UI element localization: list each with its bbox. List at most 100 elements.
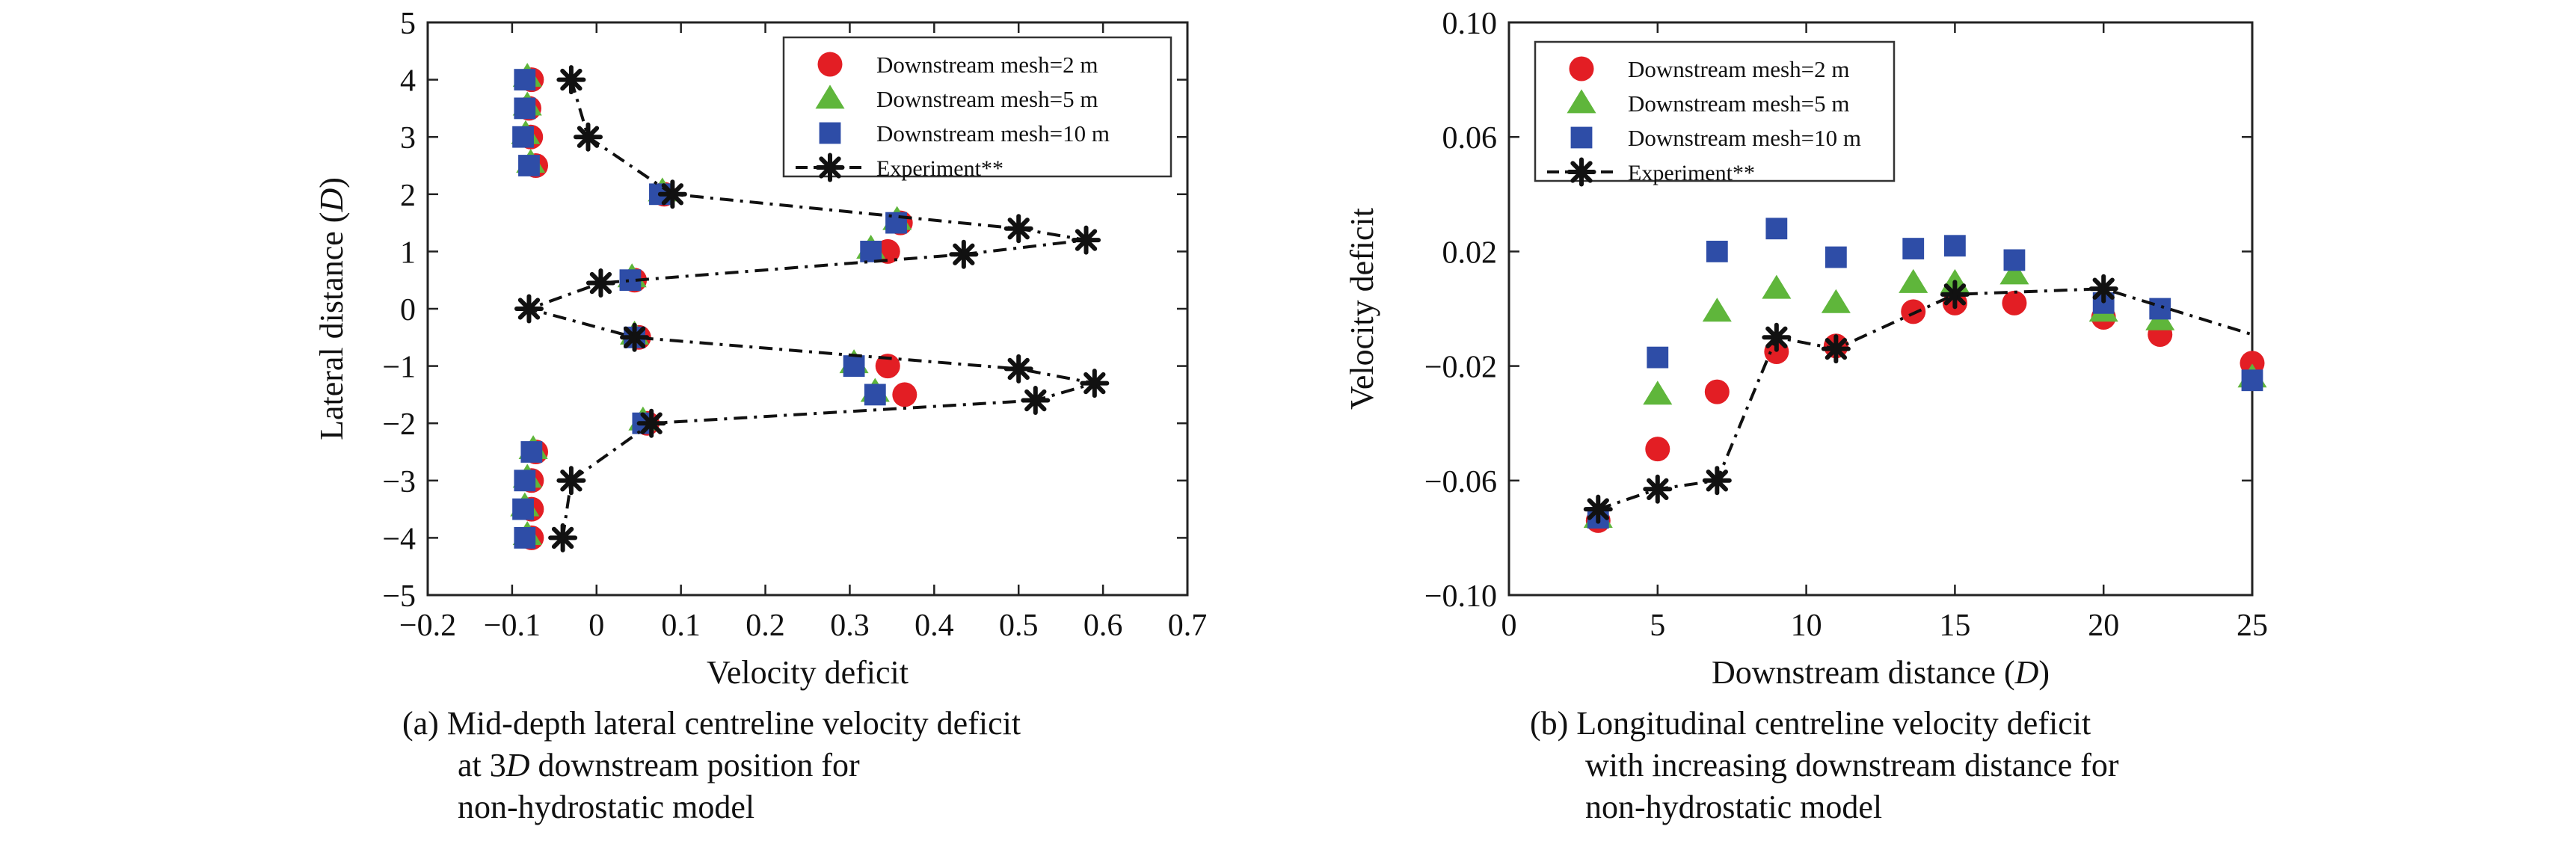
- panel-a-series-experiment: [514, 65, 1110, 552]
- panel-a-asterisk-point: [1072, 225, 1101, 255]
- panel-a-xtick-label: 0: [588, 609, 604, 643]
- panel-a-chart: −0.2 −0.1 0 0.1 0.2 0.3 0.4 0.5 0.6 0.7 −5 −4 −3 −2 −1…: [313, 7, 1207, 691]
- panel-a-legend-box: [782, 36, 1172, 178]
- panel-b-legend-square-icon: [1570, 126, 1593, 149]
- panel-a-ytick-label: −3: [382, 465, 416, 499]
- panel-b-triangle-point: [1762, 274, 1792, 299]
- panel-a-asterisk-point: [548, 523, 578, 552]
- panel-a-asterisk-point: [620, 322, 650, 352]
- panel-b-xtick-label: 0: [1501, 609, 1517, 643]
- panel-a-asterisk-point: [657, 179, 687, 209]
- panel-a-legend-item: Downstream mesh=2 m: [817, 52, 1098, 78]
- panel-b-ytick-label: 0.02: [1442, 235, 1498, 270]
- panel-b-asterisk-point: [1940, 280, 1970, 310]
- panel-b-triangle-point: [1643, 381, 1673, 405]
- panel-b-circle-point: [2002, 290, 2027, 315]
- panel-b-legend-label: Downstream mesh=5 m: [1628, 90, 1849, 117]
- panel-b-legend-item: Experiment**: [1547, 157, 1755, 187]
- panel-b-square-point: [1944, 235, 1966, 257]
- panel-b-square-point: [1647, 346, 1669, 369]
- panel-a-legend-item: Downstream mesh=5 m: [815, 84, 1098, 112]
- panel-b-ytick-label: 0.06: [1442, 121, 1498, 155]
- panel-a-xtick-label: 0.5: [999, 609, 1039, 643]
- panel-b-caption-line-1: (b) Longitudinal centreline velocity def…: [1530, 705, 2091, 742]
- panel-a-xtick-label: 0.3: [830, 609, 870, 643]
- panel-a-ytick-label: 2: [400, 179, 416, 213]
- panel-b-ytick-label: −0.02: [1424, 351, 1497, 385]
- panel-a-asterisk-point: [1003, 214, 1033, 244]
- panel-b-square-point: [1825, 246, 1847, 268]
- panel-a-xtick-label: 0.4: [914, 609, 954, 643]
- panel-a-square-point: [514, 97, 536, 120]
- panel-a-legend-circle-icon: [817, 52, 843, 77]
- panel-a-ylabel: Lateral distance (D): [313, 177, 350, 440]
- panel-b-triangle-point: [1999, 260, 2029, 285]
- panel-b-legend-item: Downstream mesh=2 m: [1569, 56, 1849, 82]
- panel-b-circle-point: [1901, 299, 1926, 324]
- panel-a-legend-item: Experiment**: [796, 153, 1003, 182]
- panel-a-ytick-label: −4: [382, 522, 416, 556]
- panel-b-square-point: [1706, 241, 1728, 262]
- panel-a-asterisk-point: [949, 239, 979, 269]
- panel-b-square-point: [1765, 218, 1788, 240]
- panel-b-xtick-label: 25: [2237, 609, 2268, 643]
- panel-b-circle-point: [1645, 437, 1670, 462]
- panel-b-xtick-label: 10: [1791, 609, 1822, 643]
- panel-a-legend-asterisk-icon: [815, 153, 845, 182]
- panel-b-caption: (b) Longitudinal centreline velocity def…: [1530, 703, 2119, 828]
- panel-a-xtick-label: −0.1: [484, 609, 541, 643]
- panel-a-xtick-label: 0.1: [661, 609, 701, 643]
- panel-a-asterisk-point: [1080, 369, 1110, 398]
- panel-b-legend-label: Experiment**: [1628, 161, 1755, 185]
- panel-b-asterisk-point: [2088, 274, 2118, 304]
- panel-b-triangle-point: [1702, 298, 1732, 322]
- panel-a-circle-point: [892, 382, 917, 407]
- panel-b-legend-item: Downstream mesh=5 m: [1567, 89, 1849, 117]
- panel-a-xlabel: Velocity deficit: [707, 654, 909, 691]
- panel-b-circle-point: [2240, 351, 2265, 376]
- panel-a-legend-label: Downstream mesh=2 m: [876, 52, 1098, 78]
- panel-a-square-point: [514, 69, 536, 90]
- panel-b-ylabel: Velocity deficit: [1344, 208, 1380, 410]
- panel-b-ytick-label: −0.06: [1424, 465, 1497, 499]
- panel-a-asterisk-point: [1021, 386, 1051, 416]
- panel-a-asterisk-point: [636, 408, 666, 438]
- panel-b-square-point: [1902, 238, 1925, 259]
- panel-b-xtick-label: 15: [1939, 609, 1970, 643]
- panel-b-caption-line-2: with increasing downstream distance for: [1585, 747, 2119, 783]
- panel-b-xlabel: Downstream distance (D): [1712, 654, 2050, 691]
- panel-a-caption-line-2: at 3D downstream position for: [458, 747, 860, 783]
- panel-a-legend-triangle-icon: [815, 84, 845, 109]
- panel-a-legend: Downstream mesh=2 m Downstream mesh=5 m Do…: [782, 36, 1172, 182]
- panel-a-asterisk-point: [556, 466, 586, 496]
- panel-b-legend-asterisk-icon: [1567, 157, 1596, 187]
- panel-a-caption-line-3: non-hydrostatic model: [458, 789, 755, 825]
- panel-a-circle-point: [875, 354, 900, 379]
- panel-b-plot-frame: [1507, 21, 2254, 597]
- panel-a-ytick-label: 3: [400, 121, 416, 155]
- panel-b-xtick-label: 20: [2088, 609, 2119, 643]
- panel-a-ytick-label: 1: [400, 235, 416, 270]
- panel-b-series-experiment: [1583, 274, 2253, 524]
- caption-italic-d: D: [505, 747, 530, 783]
- panel-a-square-point: [860, 241, 882, 262]
- panel-a-square-point: [512, 498, 534, 520]
- panel-b-chart: 0 5 10 15 20 25 −0.10 −0.06 −0.02 0.02 0.06 0.10 Dow…: [1344, 7, 2268, 691]
- panel-b-square-point: [2003, 249, 2026, 271]
- panel-b-legend: Downstream mesh=2 m Downstream mesh=5 m Do…: [1534, 40, 1896, 187]
- panel-a-legend-label: Experiment**: [876, 156, 1003, 181]
- panel-b-caption-line-3: non-hydrostatic model: [1585, 789, 1883, 825]
- panel-a-legend-label: Downstream mesh=5 m: [876, 86, 1098, 112]
- panel-a-caption: (a) Mid-depth lateral centreline velocit…: [402, 703, 1021, 828]
- panel-b-legend-label: Downstream mesh=10 m: [1628, 125, 1861, 151]
- panel-a-asterisk-point: [514, 294, 544, 324]
- panel-b-legend-circle-icon: [1569, 56, 1594, 81]
- panel-b-triangle-point: [1899, 268, 1928, 293]
- panel-b-legend-item: Downstream mesh=10 m: [1570, 125, 1861, 151]
- panel-a-legend-square-icon: [819, 122, 841, 144]
- panel-a-ytick-label: 5: [400, 7, 416, 41]
- panel-b-square-point: [2149, 298, 2171, 320]
- panel-b-square-point: [2241, 369, 2263, 392]
- panel-a-asterisk-point: [573, 122, 603, 152]
- panel-a-ytick-label: 0: [400, 293, 416, 327]
